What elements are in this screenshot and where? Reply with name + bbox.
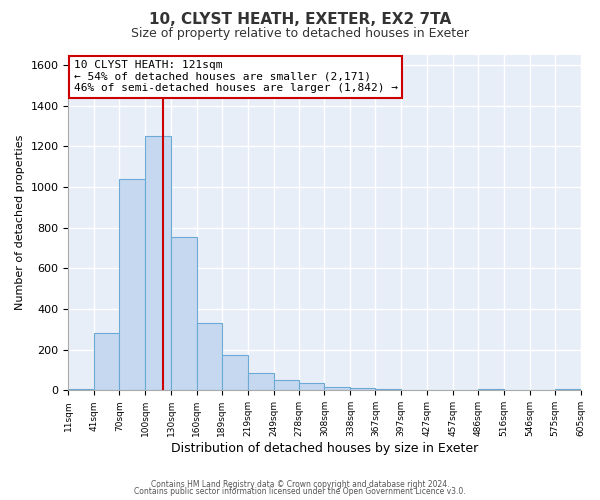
Text: Contains HM Land Registry data © Crown copyright and database right 2024.: Contains HM Land Registry data © Crown c… (151, 480, 449, 489)
Bar (197, 324, 222, 390)
Bar (94, 334, 119, 390)
Bar (325, 388, 350, 390)
Text: Contains public sector information licensed under the Open Government Licence v3: Contains public sector information licen… (134, 487, 466, 496)
Bar (171, 237, 197, 390)
Text: Size of property relative to detached houses in Exeter: Size of property relative to detached ho… (131, 28, 469, 40)
Bar (350, 388, 376, 390)
Y-axis label: Number of detached properties: Number of detached properties (15, 135, 25, 310)
Text: 10 CLYST HEATH: 121sqm
← 54% of detached houses are smaller (2,171)
46% of semi-: 10 CLYST HEATH: 121sqm ← 54% of detached… (74, 60, 398, 93)
X-axis label: Distribution of detached houses by size in Exeter: Distribution of detached houses by size … (171, 442, 478, 455)
Text: 10, CLYST HEATH, EXETER, EX2 7TA: 10, CLYST HEATH, EXETER, EX2 7TA (149, 12, 451, 28)
Bar (119, 179, 145, 390)
Bar (299, 383, 325, 390)
Bar (248, 373, 274, 390)
Bar (145, 136, 171, 390)
Bar (274, 380, 299, 390)
Bar (222, 355, 248, 390)
